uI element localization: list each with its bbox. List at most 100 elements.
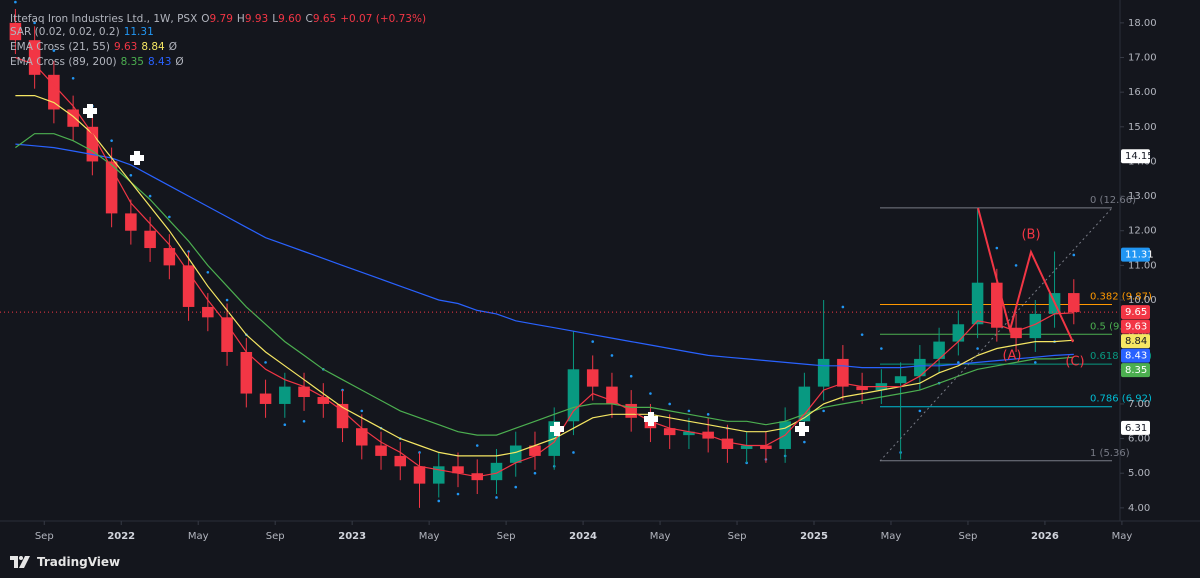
fib-trend-line [879, 207, 1113, 462]
x-tick-label: May [650, 531, 671, 542]
change: +0.07 (+0.73%) [340, 13, 427, 25]
price-label-box [1121, 363, 1150, 378]
x-tick-label: Sep [497, 531, 516, 542]
fib-label: 0.5 (9.01) [1090, 321, 1139, 332]
x-tick-label: Sep [266, 531, 285, 542]
price-label-box [1121, 247, 1150, 262]
candle-body [163, 248, 176, 266]
sar-dot [610, 354, 614, 357]
x-tick-label: Sep [35, 531, 54, 542]
price-label-box [1121, 348, 1150, 363]
candle-body [375, 445, 387, 456]
candle-body [413, 466, 426, 484]
cross-marker [83, 104, 97, 118]
wave-label: (A) [1002, 349, 1021, 364]
candle-body [914, 358, 926, 377]
x-tick-label: Sep [728, 531, 747, 542]
cross-marker [550, 422, 564, 436]
candle-body [336, 403, 349, 429]
logo [10, 556, 30, 568]
candle-body [86, 126, 99, 162]
price-label-box [1121, 319, 1150, 334]
candle-body [279, 386, 291, 404]
fib-label: 1 (5.36) [1090, 448, 1130, 459]
wave-line [977, 207, 1074, 343]
ohlc-label: H [236, 13, 245, 25]
ohlc-label: C [305, 13, 313, 25]
x-tick-label: 2022 [107, 531, 135, 542]
indicator-name: EMA Cross (89, 200) [10, 56, 117, 68]
x-tick-label: May [188, 531, 209, 542]
sar-dot [629, 374, 633, 378]
sar-dot [860, 333, 864, 336]
ohlc-value: 9.65 [312, 13, 337, 25]
price-label: 8.35 [1125, 365, 1147, 376]
ema-line [15, 143, 1074, 369]
price-label-box [1121, 420, 1150, 435]
candle-body [952, 324, 965, 342]
cross-marker [130, 151, 144, 165]
price-label: 8.84 [1125, 336, 1147, 347]
sar-dot [1072, 253, 1076, 257]
candle-body [1010, 327, 1022, 339]
candle-body [586, 369, 599, 387]
sar-dot [33, 21, 36, 25]
sar-dot [649, 392, 652, 395]
sar-dot [918, 409, 922, 413]
sar-dot [533, 471, 537, 475]
sar-dot [1034, 361, 1037, 364]
sar-dot [976, 347, 979, 350]
candle-body [317, 397, 330, 404]
candle-body [1068, 293, 1080, 313]
y-tick-label: 4.00 [1128, 503, 1150, 514]
symbol: Ittefaq Iron Industries Ltd., 1W, PSX [10, 13, 198, 25]
candle-body [721, 438, 734, 449]
indicator-value: 11.31 [123, 26, 154, 38]
sar-dot [995, 246, 999, 250]
candle-body [356, 428, 368, 446]
ohlc-value: 9.93 [244, 13, 269, 25]
price-label-box [1121, 149, 1150, 164]
sar-dot [957, 361, 960, 364]
candle-body [221, 317, 233, 352]
ema-line [15, 133, 1074, 436]
indicator-legend: SAR (0.02, 0.02, 0.2) 11.31 [10, 26, 158, 38]
sar-dot [71, 76, 75, 80]
sar-dot [52, 49, 56, 52]
candle-body [67, 109, 79, 127]
sar-dot [129, 173, 133, 177]
sar-dot [880, 347, 883, 350]
candle-body [48, 74, 60, 110]
sar-dot [591, 340, 595, 343]
candle-body [837, 358, 849, 387]
candle-body [432, 466, 445, 484]
candle-body [740, 445, 753, 449]
candle-body [202, 306, 214, 318]
candle-body [125, 213, 137, 231]
fib-label: 0 (12.66) [1090, 195, 1136, 206]
sar-dot [264, 361, 267, 364]
candle-body [452, 466, 464, 474]
indicator-value: 9.63 [113, 41, 138, 53]
price-label: 8.43 [1125, 351, 1147, 362]
sar-dot [745, 461, 748, 465]
indicator-name: EMA Cross (21, 55) [10, 41, 110, 53]
candle-body [933, 341, 945, 359]
price-label: 6.31 [1125, 423, 1147, 434]
sar-dot [706, 413, 710, 416]
sar-dot [148, 194, 152, 198]
indicator-legend: EMA Cross (21, 55) 9.63 8.84 Ø [10, 41, 181, 53]
candle-body [683, 431, 695, 436]
ohlc-value: 9.79 [209, 13, 233, 25]
x-tick-label: May [881, 531, 902, 542]
candle-body [298, 386, 310, 398]
ohlc-label: L [272, 13, 279, 25]
cross-markers [83, 104, 809, 436]
candle-body [663, 428, 676, 436]
sar-dot [514, 485, 518, 489]
sar-dot [495, 496, 498, 499]
y-tick-label: 12.00 [1128, 226, 1157, 237]
